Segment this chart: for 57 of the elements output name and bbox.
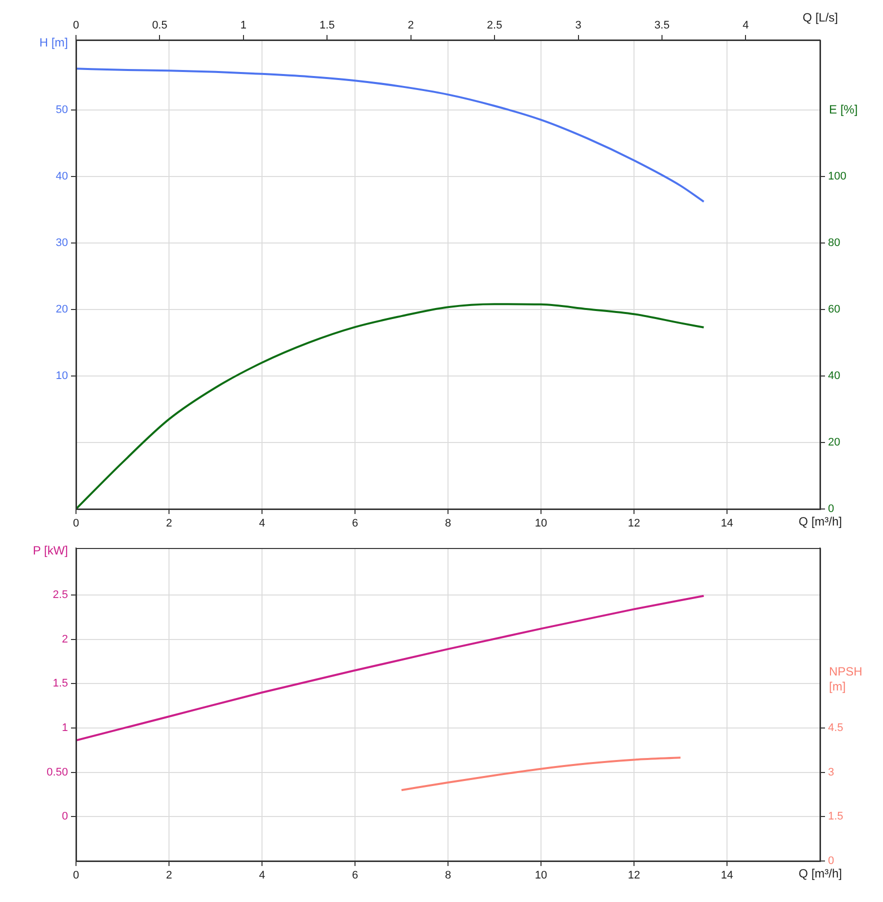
line-series <box>76 303 705 509</box>
x-tick-label: 6 <box>352 870 358 882</box>
line-series <box>76 594 705 742</box>
x-tick-label: 10 <box>534 518 548 530</box>
y2-tick-label: 60 <box>828 303 840 316</box>
y2-tick-label: 100 <box>828 170 846 182</box>
y2-axis-title: E [%] <box>829 102 858 117</box>
x2-tick-label: 0 <box>72 19 80 32</box>
y-tick-label: 40 <box>56 170 68 182</box>
x-tick-label: 0 <box>72 870 80 882</box>
y-axis-title: P [kW] <box>32 543 68 558</box>
x-tick-label: 12 <box>628 518 640 530</box>
x-tick-label: 8 <box>444 518 452 530</box>
x-axis-title: Q [m³/h] <box>798 866 842 880</box>
y2-tick-label: 3 <box>828 766 834 778</box>
x-tick-label: 4 <box>258 870 266 882</box>
x-tick-label: 12 <box>628 870 640 882</box>
x2-axis-title: Q [L/s] <box>802 10 838 24</box>
x-tick-label: 2 <box>166 518 172 530</box>
x-tick-label: 14 <box>720 870 734 882</box>
x2-tick-label: 0.5 <box>152 19 168 32</box>
x2-tick-label: 4 <box>742 19 749 32</box>
x-tick-label: 4 <box>258 518 266 530</box>
x-axis-title: Q [m³/h] <box>798 514 842 528</box>
y-tick-label: 20 <box>56 303 68 316</box>
x2-tick-label: 1.5 <box>319 19 335 32</box>
x-tick-label: 2 <box>166 870 172 882</box>
y-axis-title: H [m] <box>39 35 68 50</box>
y2-axis-title: NPSH [m] <box>829 664 862 694</box>
y2-tick-label: 20 <box>828 436 840 449</box>
x2-tick-label: 3 <box>575 19 582 32</box>
y-tick-label: 1.5 <box>52 678 68 690</box>
x-tick-label: 6 <box>352 518 358 530</box>
x2-tick-label: 2 <box>408 19 414 32</box>
y2-tick-label: 0 <box>828 503 834 516</box>
y-tick-label: 30 <box>56 236 68 249</box>
y-tick-label: 0.50 <box>46 766 68 778</box>
y2-tick-label: 1.5 <box>828 810 844 823</box>
y-tick-label: 2 <box>62 633 68 646</box>
x-tick-label: 0 <box>72 518 80 530</box>
x-tick-label: 14 <box>720 518 734 530</box>
y-tick-label: 10 <box>56 370 68 382</box>
x-tick-label: 10 <box>534 870 548 882</box>
line-series <box>400 756 682 792</box>
x2-tick-label: 1 <box>240 19 246 32</box>
y2-tick-label: 80 <box>828 236 840 249</box>
y2-tick-label: 40 <box>828 370 840 382</box>
x2-tick-label: 2.5 <box>486 19 502 32</box>
y-tick-label: 2.5 <box>52 589 68 602</box>
y2-tick-label: 0 <box>828 855 834 868</box>
y-tick-label: 0 <box>62 810 68 823</box>
y-tick-label: 50 <box>56 104 68 116</box>
x-tick-label: 8 <box>444 870 452 882</box>
y-tick-label: 1 <box>62 722 68 734</box>
y2-tick-label: 4.5 <box>828 722 844 734</box>
x2-tick-label: 3.5 <box>654 19 670 32</box>
line-series <box>76 68 705 203</box>
